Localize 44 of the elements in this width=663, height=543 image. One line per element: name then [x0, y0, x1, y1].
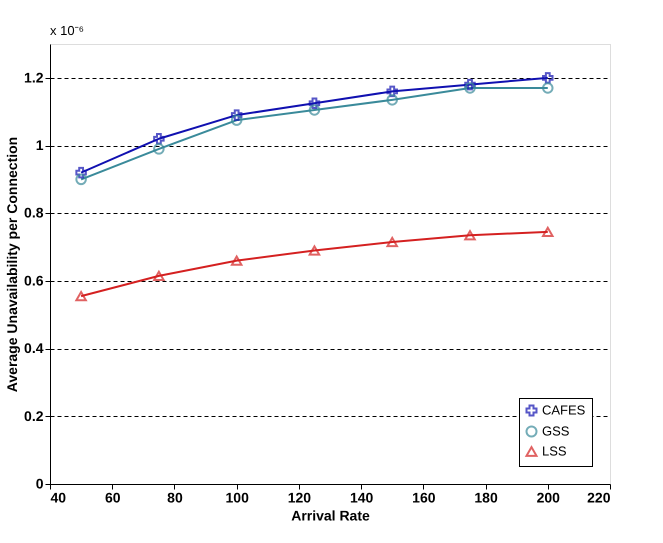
point — [464, 82, 476, 94]
x-tick-label: 140 — [350, 490, 374, 506]
point — [542, 82, 554, 94]
point — [153, 143, 165, 155]
x-tick-label: 200 — [536, 490, 560, 506]
point — [75, 291, 87, 302]
y-tick-label: 1.2 — [24, 69, 44, 86]
y-tick-label: 0.8 — [24, 204, 44, 221]
point — [542, 226, 554, 237]
point — [308, 97, 320, 109]
x-tick-label: 40 — [50, 490, 66, 506]
text: x 10⁻⁶ — [50, 23, 84, 38]
point — [464, 230, 476, 240]
point — [230, 109, 242, 121]
point — [308, 104, 320, 116]
x-tick-label: 220 — [587, 490, 611, 506]
point — [75, 174, 87, 186]
x-axis-title: Arrival Rate — [291, 508, 370, 524]
point — [386, 94, 398, 106]
x-tick-label: 80 — [167, 490, 183, 506]
x-tick-label: 180 — [474, 490, 498, 506]
point — [308, 245, 320, 256]
point — [153, 270, 165, 281]
y-tick-label: 1 — [36, 137, 44, 154]
x-tick-label: 60 — [104, 490, 121, 506]
y-tick-label: 0.4 — [24, 340, 44, 356]
legend-label: LSS — [542, 444, 567, 458]
y-tick-label: 0.2 — [24, 408, 44, 424]
y-tick-label: 0 — [36, 476, 44, 492]
point — [75, 166, 87, 178]
point — [230, 256, 242, 266]
point — [230, 114, 242, 126]
point — [153, 133, 165, 145]
point — [464, 78, 476, 90]
point — [386, 236, 398, 248]
legend-label: GSS — [542, 424, 570, 438]
y-tick-label: 0.6 — [24, 272, 44, 288]
x-tick-label: 120 — [288, 490, 312, 506]
y-axis-title: Average Unavailability per Connection — [4, 136, 20, 392]
x-tick-label: 100 — [225, 490, 250, 506]
legend-label: CAFES — [542, 402, 586, 418]
point — [386, 86, 398, 98]
x-tick-label: 160 — [412, 490, 436, 506]
point — [542, 72, 554, 84]
